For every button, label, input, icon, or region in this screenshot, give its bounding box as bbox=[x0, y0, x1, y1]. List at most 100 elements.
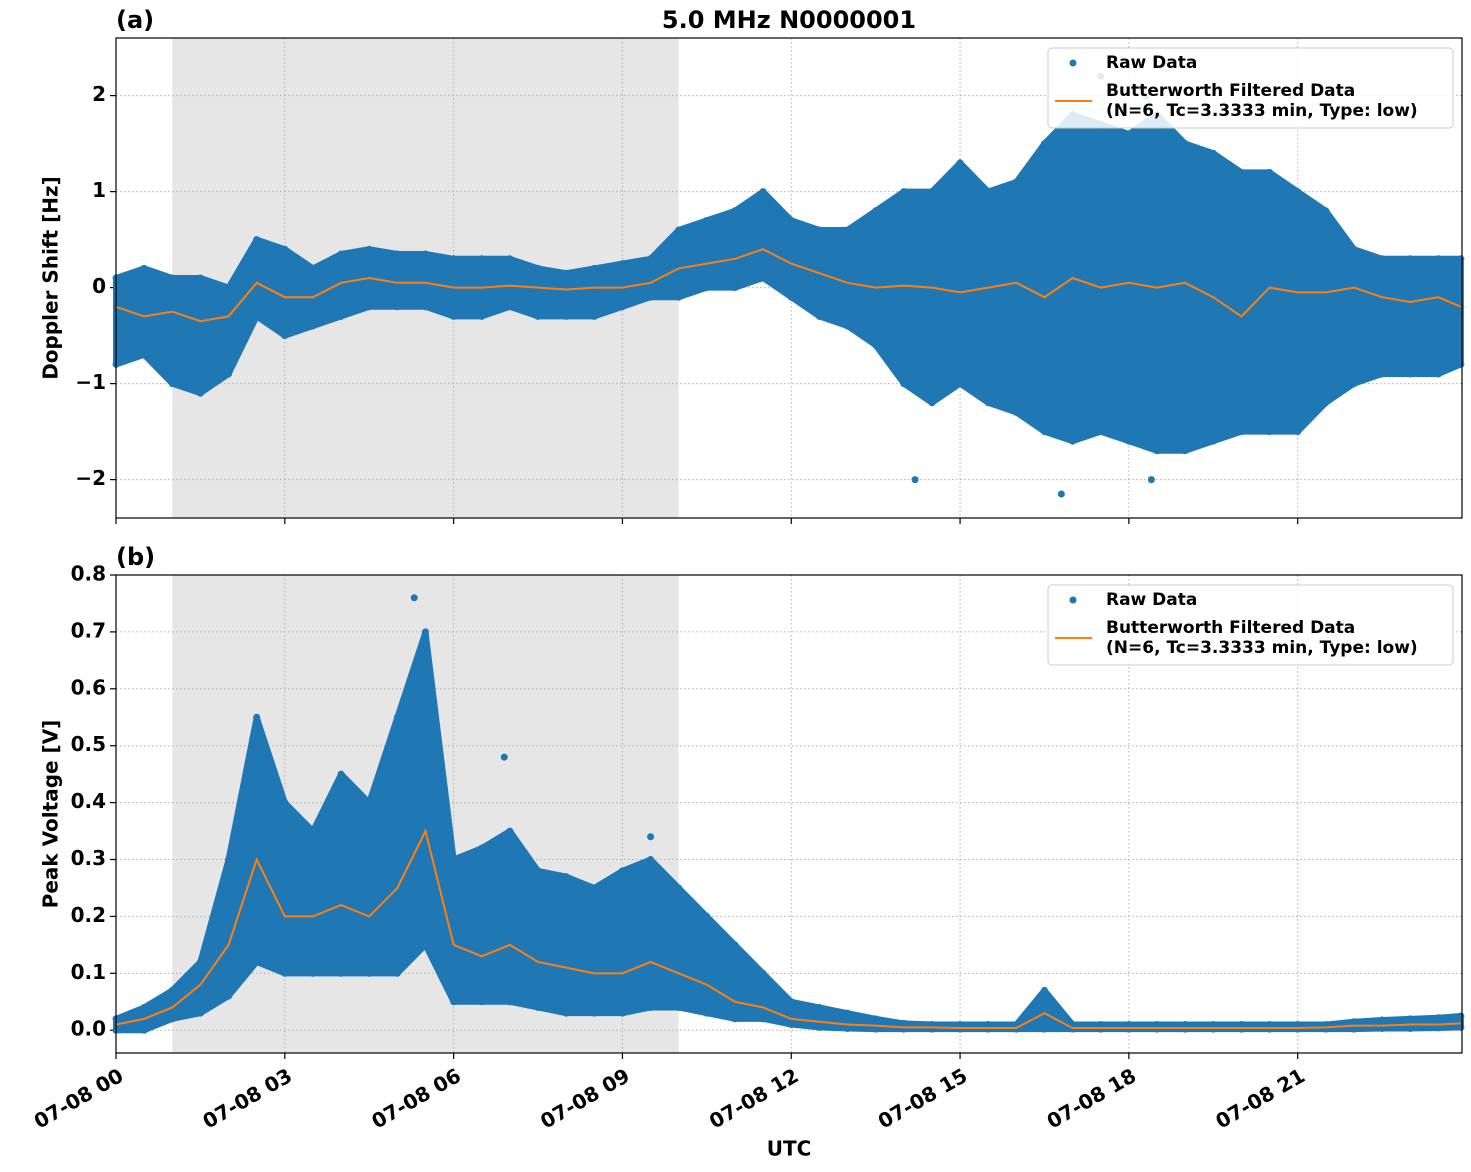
x-tick-label: 07-08 15 bbox=[874, 1063, 972, 1133]
raw-data-point bbox=[168, 380, 176, 388]
y-tick-label: 0.4 bbox=[71, 789, 106, 813]
raw-data-point bbox=[506, 255, 514, 263]
raw-data-point bbox=[562, 1009, 570, 1017]
raw-data-point bbox=[1209, 437, 1217, 445]
raw-data-point bbox=[928, 188, 936, 196]
raw-data-point bbox=[618, 1009, 626, 1017]
y-tick-label: 0.3 bbox=[71, 846, 106, 870]
raw-data-point bbox=[703, 284, 711, 292]
raw-data-point bbox=[759, 188, 767, 196]
raw-data-point bbox=[1181, 447, 1189, 455]
raw-data-point bbox=[140, 1026, 148, 1034]
raw-data-point bbox=[1012, 408, 1020, 416]
raw-data-point bbox=[309, 322, 317, 330]
raw-data-point bbox=[337, 969, 345, 977]
y-tick-label: 0.7 bbox=[71, 618, 106, 642]
raw-data-point bbox=[647, 1003, 655, 1011]
raw-data-point bbox=[393, 713, 401, 721]
y-tick-label: 0.2 bbox=[71, 903, 106, 927]
x-tick-label: 07-08 09 bbox=[536, 1063, 634, 1133]
legend-box bbox=[1047, 584, 1454, 666]
raw-data-point bbox=[703, 912, 711, 920]
raw-data-point bbox=[450, 998, 458, 1006]
raw-data-point bbox=[1322, 207, 1330, 215]
raw-data-point bbox=[911, 476, 919, 484]
raw-data-point bbox=[647, 833, 655, 841]
raw-data-point bbox=[1457, 360, 1465, 368]
raw-data-point bbox=[815, 1003, 823, 1011]
raw-data-point bbox=[1378, 1025, 1386, 1033]
raw-data-point bbox=[1406, 1015, 1414, 1023]
raw-data-point bbox=[365, 969, 373, 977]
raw-data-point bbox=[1406, 1025, 1414, 1033]
raw-data-point bbox=[168, 1015, 176, 1023]
raw-data-point bbox=[844, 226, 852, 234]
raw-data-point bbox=[253, 958, 261, 966]
raw-data-point bbox=[281, 332, 289, 340]
raw-data-point bbox=[1294, 188, 1302, 196]
raw-data-point bbox=[478, 312, 486, 320]
raw-data-point bbox=[168, 274, 176, 282]
raw-data-point bbox=[1434, 1024, 1442, 1032]
raw-data-point bbox=[1406, 370, 1414, 378]
raw-data-point bbox=[1237, 168, 1245, 176]
raw-data-point bbox=[1378, 255, 1386, 263]
raw-data-point bbox=[478, 844, 486, 852]
raw-data-point bbox=[281, 245, 289, 253]
raw-data-point bbox=[309, 969, 317, 977]
raw-data-point bbox=[534, 312, 542, 320]
x-tick-label: 07-08 21 bbox=[1211, 1063, 1309, 1133]
raw-data-point bbox=[1350, 245, 1358, 253]
raw-data-point bbox=[1378, 1016, 1386, 1024]
raw-data-point bbox=[225, 370, 233, 378]
raw-data-point bbox=[787, 216, 795, 224]
raw-data-point bbox=[500, 753, 508, 761]
raw-data-point bbox=[393, 969, 401, 977]
y-tick-label: −2 bbox=[75, 466, 106, 490]
raw-data-point bbox=[618, 260, 626, 268]
raw-data-point bbox=[618, 303, 626, 311]
raw-data-point bbox=[1125, 437, 1133, 445]
raw-data-point bbox=[168, 986, 176, 994]
raw-data-point bbox=[872, 1015, 880, 1023]
raw-data-point bbox=[506, 303, 514, 311]
raw-data-point bbox=[140, 1003, 148, 1011]
raw-data-point bbox=[815, 1023, 823, 1031]
raw-data-point bbox=[1266, 1025, 1274, 1033]
raw-data-point bbox=[1350, 380, 1358, 388]
raw-data-point bbox=[1069, 437, 1077, 445]
y-tick-label: −1 bbox=[75, 370, 106, 394]
legend-label: Raw Data bbox=[1106, 53, 1197, 73]
raw-data-point bbox=[196, 958, 204, 966]
raw-data-point bbox=[872, 341, 880, 349]
raw-data-point bbox=[900, 188, 908, 196]
panel-label: (b) bbox=[116, 543, 155, 571]
raw-data-point bbox=[647, 255, 655, 263]
raw-data-point bbox=[618, 867, 626, 875]
raw-data-point bbox=[731, 1015, 739, 1023]
raw-data-point bbox=[337, 250, 345, 258]
raw-data-point bbox=[815, 312, 823, 320]
raw-data-point bbox=[1097, 428, 1105, 436]
raw-data-point bbox=[393, 303, 401, 311]
raw-data-point bbox=[421, 303, 429, 311]
legend-label: Raw Data bbox=[1106, 590, 1197, 610]
y-tick-label: 0.5 bbox=[71, 732, 106, 756]
legend-label: Butterworth Filtered Data (N=6, Tc=3.3333… bbox=[1106, 81, 1418, 121]
y-tick-label: 0.1 bbox=[71, 960, 106, 984]
raw-data-point bbox=[1294, 428, 1302, 436]
raw-data-point bbox=[281, 799, 289, 807]
raw-data-point bbox=[675, 293, 683, 301]
panel: 07-08 00 07-08 03 07-08 06 07-08 09 07-08 12… bbox=[30, 543, 1465, 1161]
raw-data-point bbox=[253, 312, 261, 320]
raw-data-point bbox=[421, 628, 429, 636]
x-tick-label: 07-08 18 bbox=[1043, 1063, 1141, 1133]
raw-data-point bbox=[1012, 178, 1020, 186]
y-axis-label: Peak Voltage [V] bbox=[39, 720, 63, 909]
raw-data-point bbox=[787, 293, 795, 301]
raw-data-point bbox=[590, 1009, 598, 1017]
raw-data-point bbox=[675, 226, 683, 234]
raw-data-point bbox=[140, 351, 148, 359]
raw-data-point bbox=[759, 969, 767, 977]
